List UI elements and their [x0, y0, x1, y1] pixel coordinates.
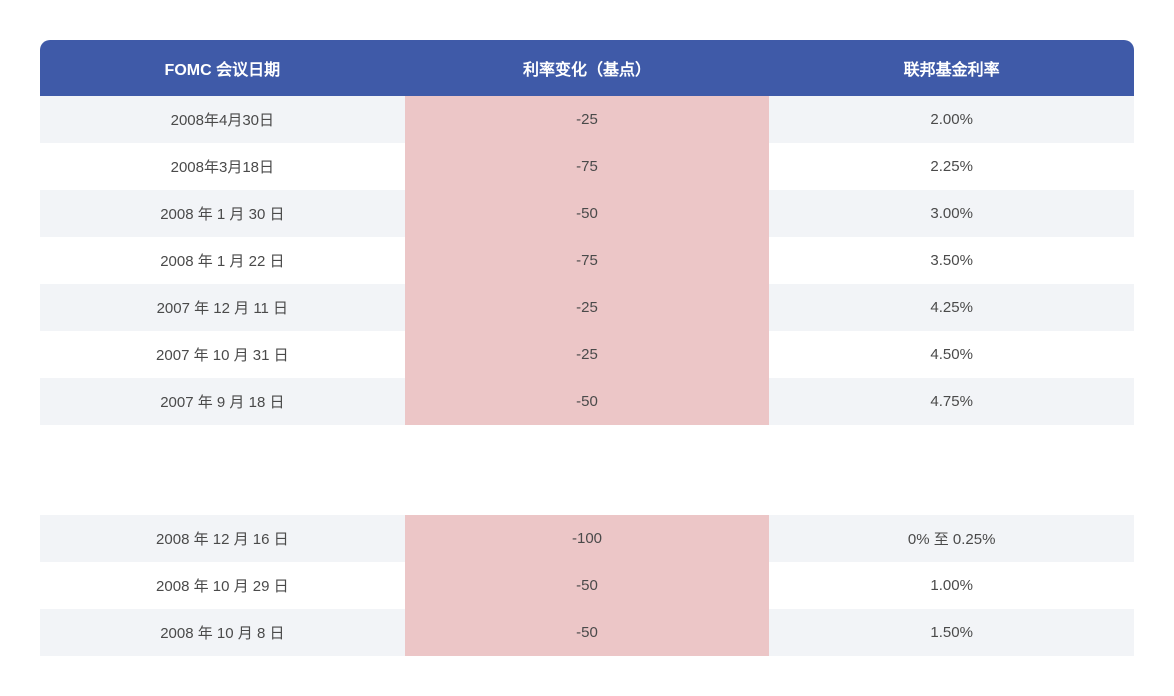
cell-change: -100 [405, 530, 770, 547]
cell-date: 2008 年 12 月 16 日 [40, 528, 405, 549]
cell-date: 2008 年 10 月 29 日 [40, 575, 405, 596]
cell-date: 2007 年 10 月 31 日 [40, 344, 405, 365]
cell-rate: 2.25% [769, 158, 1134, 175]
cell-change: -50 [405, 624, 770, 641]
cell-rate: 0% 至 0.25% [769, 528, 1134, 549]
cell-change: -50 [405, 577, 770, 594]
cell-date: 2008 年 10 月 8 日 [40, 622, 405, 643]
cell-date: 2008年3月18日 [40, 156, 405, 177]
cell-date: 2007 年 9 月 18 日 [40, 391, 405, 412]
cell-rate: 1.50% [769, 624, 1134, 641]
fomc-table: FOMC 会议日期 利率变化（基点） 联邦基金利率 2008年4月30日 -25… [40, 40, 1134, 656]
cell-change: -50 [405, 205, 770, 222]
header-col-change: 利率变化（基点） [405, 56, 770, 80]
cell-change: -75 [405, 252, 770, 269]
cell-rate: 3.50% [769, 252, 1134, 269]
cell-date: 2008 年 1 月 30 日 [40, 203, 405, 224]
cell-rate: 2.00% [769, 111, 1134, 128]
cell-date: 2007 年 12 月 11 日 [40, 297, 405, 318]
header-col-date: FOMC 会议日期 [40, 56, 405, 80]
cell-rate: 4.50% [769, 346, 1134, 363]
cell-date: 2008 年 1 月 22 日 [40, 250, 405, 271]
header-col-rate: 联邦基金利率 [769, 56, 1134, 80]
cell-rate: 4.25% [769, 299, 1134, 316]
cell-rate: 3.00% [769, 205, 1134, 222]
cell-change: -25 [405, 299, 770, 316]
cell-date: 2008年4月30日 [40, 109, 405, 130]
cell-change: -25 [405, 346, 770, 363]
cell-change: -50 [405, 393, 770, 410]
cell-rate: 4.75% [769, 393, 1134, 410]
cell-rate: 1.00% [769, 577, 1134, 594]
table-header: FOMC 会议日期 利率变化（基点） 联邦基金利率 [40, 40, 1134, 96]
cell-change: -75 [405, 158, 770, 175]
table-body-section-2: 2008 年 12 月 16 日 -100 0% 至 0.25% 2008 年 … [40, 515, 1134, 656]
section-gap [40, 425, 1134, 515]
table-body-section-1: 2008年4月30日 -25 2.00% 2008年3月18日 -75 2.25… [40, 96, 1134, 425]
cell-change: -25 [405, 111, 770, 128]
